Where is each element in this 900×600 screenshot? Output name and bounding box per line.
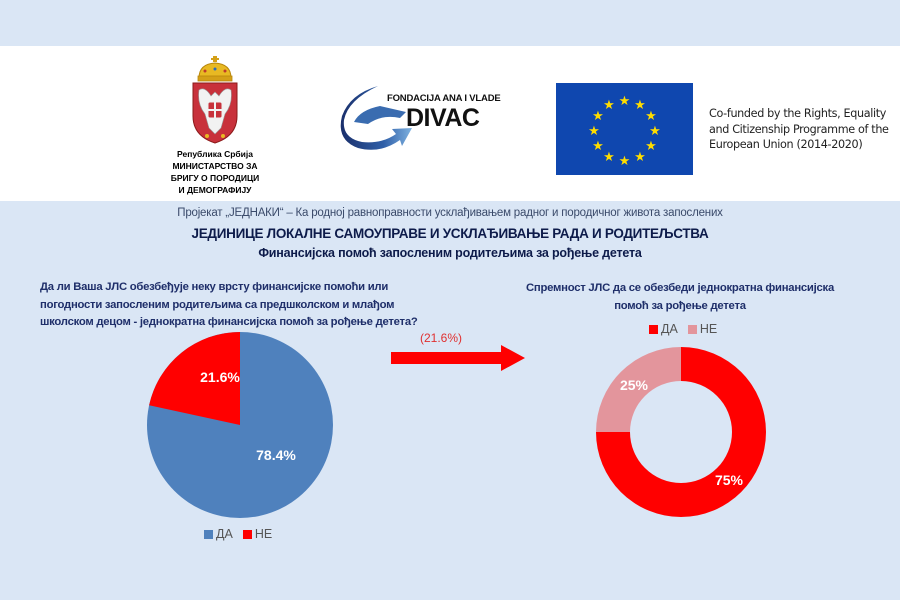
divac-foundation-name: FONDACIJA ANA I VLADE: [387, 93, 501, 104]
svg-text:★: ★: [645, 138, 657, 153]
serbia-ministry-logo: Република Србија МИНИСТАРСТВО ЗА БРИГУ О…: [160, 56, 270, 196]
eu-text-line-2: and Citizenship Programme of the: [709, 122, 889, 136]
donut-slice-ne: [596, 347, 681, 432]
legend-item-da: ДА: [649, 322, 678, 336]
serbia-ministry-text: Република Србија МИНИСТАРСТВО ЗА БРИГУ О…: [160, 148, 270, 196]
eu-text-line-3: European Union (2014-2020): [709, 138, 863, 151]
svg-text:★: ★: [603, 97, 615, 112]
svg-text:★: ★: [634, 97, 646, 112]
pie-chart: 21.6% 78.4%: [147, 332, 333, 518]
donut-slice-da: [596, 347, 766, 517]
divac-name: DIVAC: [406, 104, 480, 132]
legend-swatch-blue: [204, 529, 213, 539]
arrow-label: (21.6%): [420, 331, 463, 345]
left-title-line-1: Да ли Ваша ЈЛС обезбеђује неку врсту фин…: [40, 281, 389, 293]
eu-flag: ★ ★ ★ ★ ★ ★ ★ ★ ★ ★ ★ ★: [556, 83, 693, 175]
legend-label-ne: НЕ: [699, 322, 718, 336]
serbia-line-4: И ДЕМОГРАФИЈУ: [178, 185, 252, 195]
legend-label-da: ДА: [216, 527, 233, 541]
eu-stars-icon: ★ ★ ★ ★ ★ ★ ★ ★ ★ ★ ★ ★: [588, 93, 661, 168]
serbia-line-1: Република Србија: [177, 149, 253, 159]
top-band: [0, 0, 900, 46]
page-title: ЈЕДИНИЦЕ ЛОКАЛНЕ САМОУПРАВЕ И УСКЛАЂИВАЊ…: [191, 226, 709, 241]
eu-text-line-1: Co-funded by the Rights, Equality: [709, 107, 887, 120]
left-title-line-3: школском децом - једнократна финансијска…: [40, 316, 418, 328]
svg-text:★: ★: [645, 108, 657, 123]
left-chart-title: Да ли Ваша ЈЛС обезбеђује неку врсту фин…: [40, 279, 500, 332]
svg-text:★: ★: [592, 108, 604, 123]
legend-label-da: ДА: [661, 322, 678, 336]
donut-label-da: 75%: [715, 472, 744, 488]
legend-label-ne: НЕ: [254, 527, 273, 541]
legend-swatch-red: [242, 529, 252, 539]
project-line: Пројекат „ЈЕДНАКИ“ – Ка родној равноправ…: [177, 207, 723, 219]
serbia-line-3: БРИГУ О ПОРОДИЦИ: [170, 173, 260, 183]
serbia-line-2: МИНИСТАРСТВО ЗА: [172, 161, 258, 171]
left-chart-legend: ДА НЕ: [204, 527, 278, 541]
right-arrow-icon: [391, 345, 525, 371]
legend-item-ne: НЕ: [687, 322, 718, 336]
donut-chart: 25% 75%: [596, 347, 766, 517]
svg-text:★: ★: [634, 149, 646, 164]
page-subtitle: Финансијска помоћ запосленим родитељима …: [258, 246, 642, 260]
divac-foundation-logo: FONDACIJA ANA I VLADE DIVAC: [340, 82, 501, 152]
serbia-coat-of-arms-icon: [192, 56, 238, 144]
svg-text:★: ★: [619, 93, 631, 108]
swoosh-arrow-icon: [340, 86, 412, 150]
svg-text:★: ★: [649, 123, 661, 138]
right-chart-title: Спремност ЈЛС да се обезбеди једнократна…: [505, 280, 855, 315]
pie-label-da: 78.4%: [256, 447, 296, 463]
eu-cofunded-text: Co-funded by the Rights, Equality and Ci…: [709, 106, 889, 153]
svg-text:★: ★: [592, 138, 604, 153]
right-title-line-2: помоћ за рођење детета: [614, 299, 746, 312]
donut-label-ne: 25%: [620, 377, 649, 393]
legend-item-ne: НЕ: [242, 527, 273, 541]
svg-text:★: ★: [603, 149, 615, 164]
svg-text:★: ★: [619, 153, 631, 168]
legend-swatch-pink: [687, 324, 697, 334]
pie-slice-ne: [149, 332, 240, 425]
left-title-line-2: погодности запосленим родитељима са пред…: [40, 298, 395, 311]
svg-text:★: ★: [588, 123, 600, 138]
pie-label-ne: 21.6%: [200, 369, 240, 385]
right-chart-legend: ДА НЕ: [649, 322, 723, 336]
logo-band: [0, 46, 900, 201]
legend-item-da: ДА: [204, 527, 233, 541]
right-title-line-1: Спремност ЈЛС да се обезбеди једнократна…: [526, 282, 834, 294]
legend-swatch-red: [649, 324, 658, 334]
